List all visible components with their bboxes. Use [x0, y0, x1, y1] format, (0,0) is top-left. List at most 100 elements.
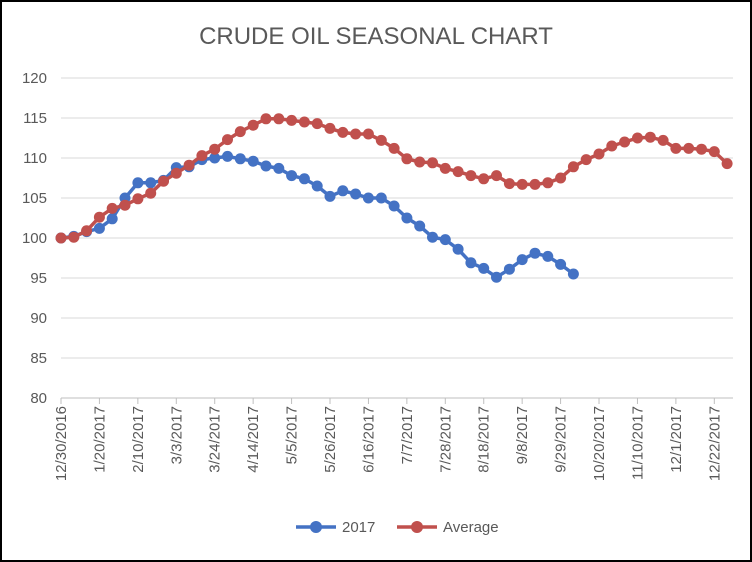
y-tick-label: 95 — [30, 270, 47, 287]
data-point-2017 — [529, 247, 541, 259]
data-point-average — [388, 142, 400, 154]
series-layer — [55, 113, 733, 283]
x-tick-label: 9/29/2017 — [553, 406, 570, 473]
data-point-2017 — [401, 212, 413, 224]
data-point-average — [401, 153, 413, 165]
legend-label-average: Average — [443, 519, 499, 536]
data-point-2017 — [555, 258, 567, 270]
data-point-2017 — [567, 268, 579, 280]
gridlines — [61, 77, 733, 359]
data-point-average — [567, 161, 579, 173]
data-point-2017 — [209, 152, 221, 164]
data-point-2017 — [93, 222, 105, 234]
x-tick-label: 12/1/2017 — [668, 406, 685, 473]
data-point-average — [196, 150, 208, 162]
data-point-2017 — [414, 220, 426, 232]
x-tick-label: 7/28/2017 — [437, 406, 454, 473]
data-point-2017 — [311, 180, 323, 192]
data-point-average — [93, 211, 105, 223]
data-point-average — [414, 156, 426, 168]
data-point-average — [516, 178, 528, 190]
data-point-average — [478, 173, 490, 185]
data-point-average — [209, 143, 221, 155]
data-point-2017 — [273, 162, 285, 174]
data-point-average — [593, 148, 605, 160]
data-point-average — [324, 122, 336, 134]
data-point-2017 — [145, 177, 157, 189]
data-point-2017 — [427, 231, 438, 243]
y-tick-label: 120 — [22, 70, 47, 87]
y-tick-label: 105 — [22, 190, 47, 207]
data-point-average — [529, 178, 541, 190]
data-point-2017 — [106, 213, 118, 225]
x-tick-label: 8/18/2017 — [476, 406, 493, 473]
data-point-average — [350, 128, 362, 140]
x-tick-label: 3/3/2017 — [168, 406, 185, 464]
x-tick-label: 2/10/2017 — [130, 406, 147, 473]
legend-item-2017: 2017 — [296, 519, 375, 536]
data-point-average — [465, 170, 477, 182]
data-point-average — [106, 202, 118, 214]
x-tick-label: 1/20/2017 — [91, 406, 108, 473]
data-point-average — [580, 154, 592, 166]
data-point-average — [542, 177, 554, 189]
data-point-average — [644, 131, 656, 143]
data-point-average — [362, 128, 374, 140]
data-point-average — [81, 225, 93, 237]
data-point-2017 — [350, 188, 362, 200]
legend-item-average: Average — [397, 519, 499, 536]
data-point-average — [273, 113, 285, 125]
data-point-average — [619, 136, 631, 148]
x-tick-label: 3/24/2017 — [207, 406, 224, 473]
data-point-2017 — [542, 250, 554, 262]
x-tick-label: 11/10/2017 — [629, 406, 646, 480]
data-point-average — [696, 143, 707, 155]
data-point-average — [183, 159, 195, 171]
data-point-2017 — [260, 160, 272, 172]
data-point-average — [721, 158, 733, 170]
data-point-average — [298, 116, 310, 128]
x-tick-label: 10/20/2017 — [591, 406, 608, 481]
data-point-average — [158, 175, 169, 187]
y-tick-label: 100 — [22, 230, 47, 247]
data-point-average — [145, 187, 157, 199]
data-point-average — [491, 170, 502, 182]
data-point-2017 — [222, 150, 233, 162]
data-point-2017 — [439, 234, 451, 246]
data-point-2017 — [298, 173, 310, 185]
data-point-2017 — [503, 263, 515, 275]
data-point-2017 — [132, 177, 144, 189]
chart-title: CRUDE OIL SEASONAL CHART — [199, 23, 553, 50]
x-tick-label: 12/30/2016 — [53, 406, 70, 481]
data-point-average — [119, 199, 131, 211]
data-point-average — [427, 157, 438, 169]
data-point-2017 — [337, 185, 349, 197]
legend-marker-2017 — [310, 521, 322, 533]
y-tick-label: 90 — [30, 310, 47, 327]
data-point-2017 — [375, 192, 387, 204]
data-point-2017 — [452, 243, 464, 255]
data-point-average — [286, 114, 298, 126]
data-point-average — [632, 132, 643, 144]
legend: 2017 Average — [296, 519, 499, 536]
data-point-average — [375, 134, 387, 146]
x-tick-label: 5/26/2017 — [322, 406, 339, 473]
y-tick-label: 85 — [30, 350, 47, 367]
data-point-2017 — [362, 192, 374, 204]
data-point-2017 — [491, 271, 502, 283]
data-point-average — [555, 172, 567, 184]
data-point-average — [503, 178, 515, 190]
data-point-2017 — [247, 155, 259, 167]
y-tick-label: 80 — [30, 390, 47, 407]
data-point-average — [170, 167, 182, 179]
data-point-average — [657, 134, 669, 146]
data-point-average — [132, 193, 144, 205]
data-point-2017 — [516, 254, 528, 266]
data-point-2017 — [478, 262, 490, 274]
data-point-average — [337, 126, 349, 138]
data-point-average — [439, 162, 451, 174]
data-point-average — [683, 142, 695, 154]
data-point-2017 — [234, 153, 246, 165]
x-tick-label: 9/8/2017 — [514, 406, 531, 464]
